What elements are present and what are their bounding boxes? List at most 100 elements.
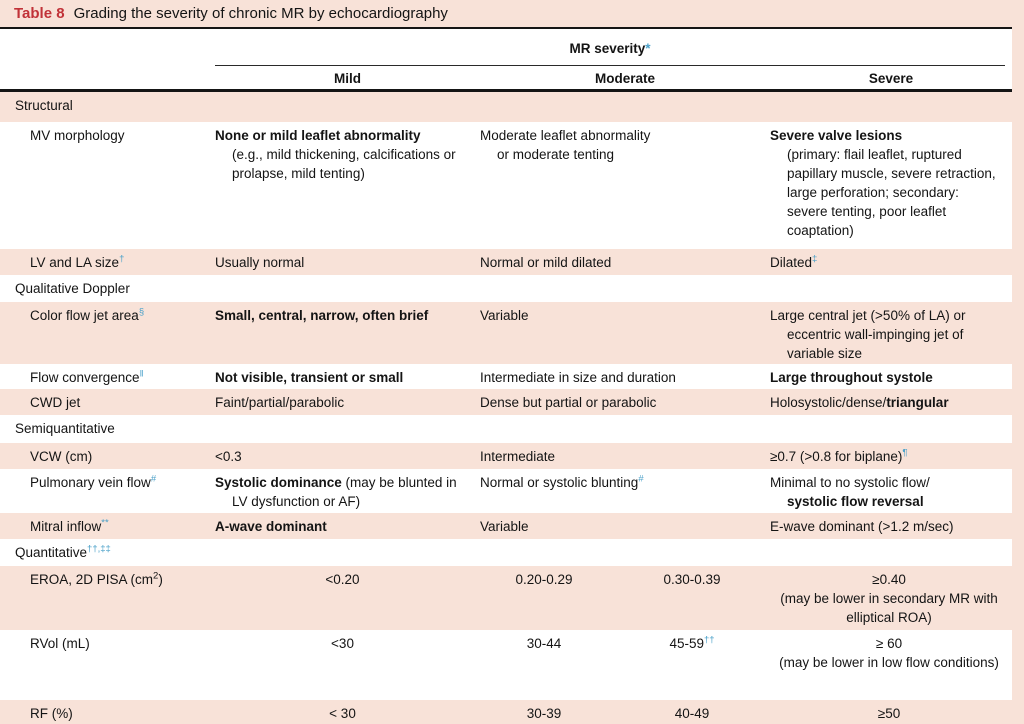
table-row: Pulmonary vein flow# Systolic dominance (… <box>0 469 1012 513</box>
table-caption: Table 8 Grading the severity of chronic … <box>0 0 1012 29</box>
cell-mild: <0.20 <box>215 570 470 630</box>
table-row: Flow convergence‖ Not visible, transient … <box>0 364 1012 389</box>
text-segment: 40-49 <box>674 706 710 721</box>
table-row: RF (%) < 30 30-39 40-49 ≥50 <box>0 700 1012 723</box>
cell-mild: <30 <box>215 634 470 700</box>
cell-severe: E-wave dominant (>1.2 m/sec) <box>770 517 1012 539</box>
text-segment: ‡ <box>812 253 818 265</box>
text-segment: # <box>638 473 644 485</box>
text-segment: 45-59 <box>669 636 704 651</box>
text-segment: Color flow jet area <box>30 308 139 323</box>
text-segment: Normal or mild dilated <box>480 255 612 270</box>
text-segment: triangular <box>886 395 949 410</box>
text-segment: EROA, 2D PISA (cm <box>30 572 154 587</box>
text-segment: 30-44 <box>526 636 562 651</box>
cell-mild: Not visible, transient or small <box>215 368 480 389</box>
cell-mild: Faint/partial/parabolic <box>215 393 480 415</box>
cell-mild: <0.3 <box>215 447 480 469</box>
table-row: VCW (cm) <0.3 Intermediate ≥0.7 (>0.8 for b… <box>0 443 1012 469</box>
cell-mild: < 30 <box>215 704 470 723</box>
row-label: Color flow jet area§ <box>0 306 215 364</box>
section-label: Semiquantitative <box>0 419 1012 443</box>
text-segment: Normal or systolic blunting <box>480 475 639 490</box>
cell-moderate: Intermediate in size and duration <box>480 368 770 389</box>
table-row: RVol (mL) <30 30-44 45-59†† ≥ 60 (may be lowe… <box>0 630 1012 700</box>
column-header-severe: Severe <box>868 71 914 86</box>
text-segment: Dense but partial or parabolic <box>480 395 657 410</box>
section-row: Semiquantitative <box>0 415 1012 443</box>
cell-severe: Severe valve lesions (primary: flail leaf… <box>770 126 1012 249</box>
column-group-header: MR severity* <box>215 41 1005 56</box>
cell-mild: A-wave dominant <box>215 517 480 539</box>
text-segment: ‖ <box>139 368 144 380</box>
cell-moderate-low: 30-39 <box>470 704 618 723</box>
column-header-moderate: Moderate <box>594 71 655 86</box>
text-segment: Semiquantitative <box>15 421 115 436</box>
cell-severe: ≥0.7 (>0.8 for biplane)¶ <box>770 447 1012 469</box>
row-label: LV and LA size† <box>0 253 215 275</box>
section-label: Quantitative††,‡‡ <box>0 543 1012 566</box>
text-segment: Faint/partial/parabolic <box>215 395 345 410</box>
text-segment: Systolic dominance <box>215 475 342 490</box>
cell-moderate-high: 40-49 <box>618 704 766 723</box>
text-segment: Quantitative <box>15 545 88 560</box>
table-row: Color flow jet area§ Small, central, narr… <box>0 302 1012 364</box>
text-segment: Minimal to no systolic flow/ <box>770 475 930 490</box>
cell-mild: Small, central, narrow, often brief <box>215 306 480 364</box>
column-header-spacer <box>0 71 215 86</box>
cell-moderate-low: 30-44 <box>470 634 618 700</box>
table-header: MR severity* Mild Moderate Severe <box>0 29 1012 92</box>
text-segment: (e.g., mild thickening, calcifications o… <box>232 147 456 181</box>
cell-moderate: Intermediate <box>480 447 770 469</box>
text-segment: LV and LA size <box>30 255 120 270</box>
column-header-mild: Mild <box>334 71 361 86</box>
section-row: Structural <box>0 92 1012 122</box>
cell-severe: ≥50 <box>766 704 1012 723</box>
text-segment: Usually normal <box>215 255 305 270</box>
text-segment: VCW (cm) <box>30 449 93 464</box>
text-segment: Qualitative Doppler <box>15 281 130 296</box>
text-segment: ††,‡‡ <box>87 543 111 555</box>
text-segment: 30-39 <box>526 706 562 721</box>
row-label: RF (%) <box>0 704 215 723</box>
text-segment: Large throughout systole <box>770 370 933 385</box>
cell-moderate: Variable <box>480 306 770 364</box>
group-header-divider <box>215 65 1005 66</box>
section-label: Structural <box>0 96 1012 122</box>
table-row: CWD jet Faint/partial/parabolic Dense but … <box>0 389 1012 415</box>
row-label: Pulmonary vein flow# <box>0 473 215 513</box>
row-label: EROA, 2D PISA (cm2) <box>0 570 215 630</box>
cell-moderate: Variable <box>480 517 770 539</box>
cell-severe: Large throughout systole <box>770 368 1012 389</box>
row-label: RVol (mL) <box>0 634 215 700</box>
row-label: Flow convergence‖ <box>0 368 215 389</box>
table-number: Table 8 <box>14 5 65 22</box>
cell-moderate-low: 0.20-0.29 <box>470 570 618 630</box>
cell-severe: Large central jet (>50% of LA) or eccent… <box>770 306 1012 364</box>
text-segment: RF (%) <box>30 706 73 721</box>
text-segment: ≥50 <box>877 706 901 721</box>
text-segment: MV morphology <box>30 128 125 143</box>
cell-severe: Holosystolic/dense/triangular <box>770 393 1012 415</box>
text-segment: 0.30-0.39 <box>663 572 721 587</box>
text-segment: ¶ <box>902 447 908 459</box>
text-segment: CWD jet <box>30 395 81 410</box>
text-segment: Flow convergence <box>30 370 140 385</box>
section-row: Qualitative Doppler <box>0 275 1012 302</box>
text-segment: 0.20-0.29 <box>515 572 573 587</box>
text-segment: Variable <box>480 308 529 323</box>
cell-mild: Usually normal <box>215 253 480 275</box>
group-header-footnote-asterisk: * <box>645 41 651 56</box>
text-segment: (may be blunted in LV dysfunction or AF) <box>232 475 457 509</box>
text-segment: A-wave dominant <box>215 519 327 534</box>
text-segment: Not visible, transient or small <box>215 370 404 385</box>
cell-moderate: Moderate leaflet abnormality or moderate … <box>480 126 770 249</box>
text-segment: Large central jet (>50% of LA) or eccent… <box>770 308 966 361</box>
text-segment: Pulmonary vein flow <box>30 475 151 490</box>
text-segment: Mitral inflow <box>30 519 102 534</box>
table-row: EROA, 2D PISA (cm2) <0.20 0.20-0.29 0.30-0.… <box>0 566 1012 630</box>
text-segment: (primary: flail leaflet, ruptured papill… <box>787 147 996 238</box>
cell-mild: Systolic dominance (may be blunted in LV… <box>215 473 480 513</box>
text-segment: 2 <box>153 570 159 582</box>
cell-severe: ≥0.40 (may be lower in secondary MR with … <box>766 570 1012 630</box>
